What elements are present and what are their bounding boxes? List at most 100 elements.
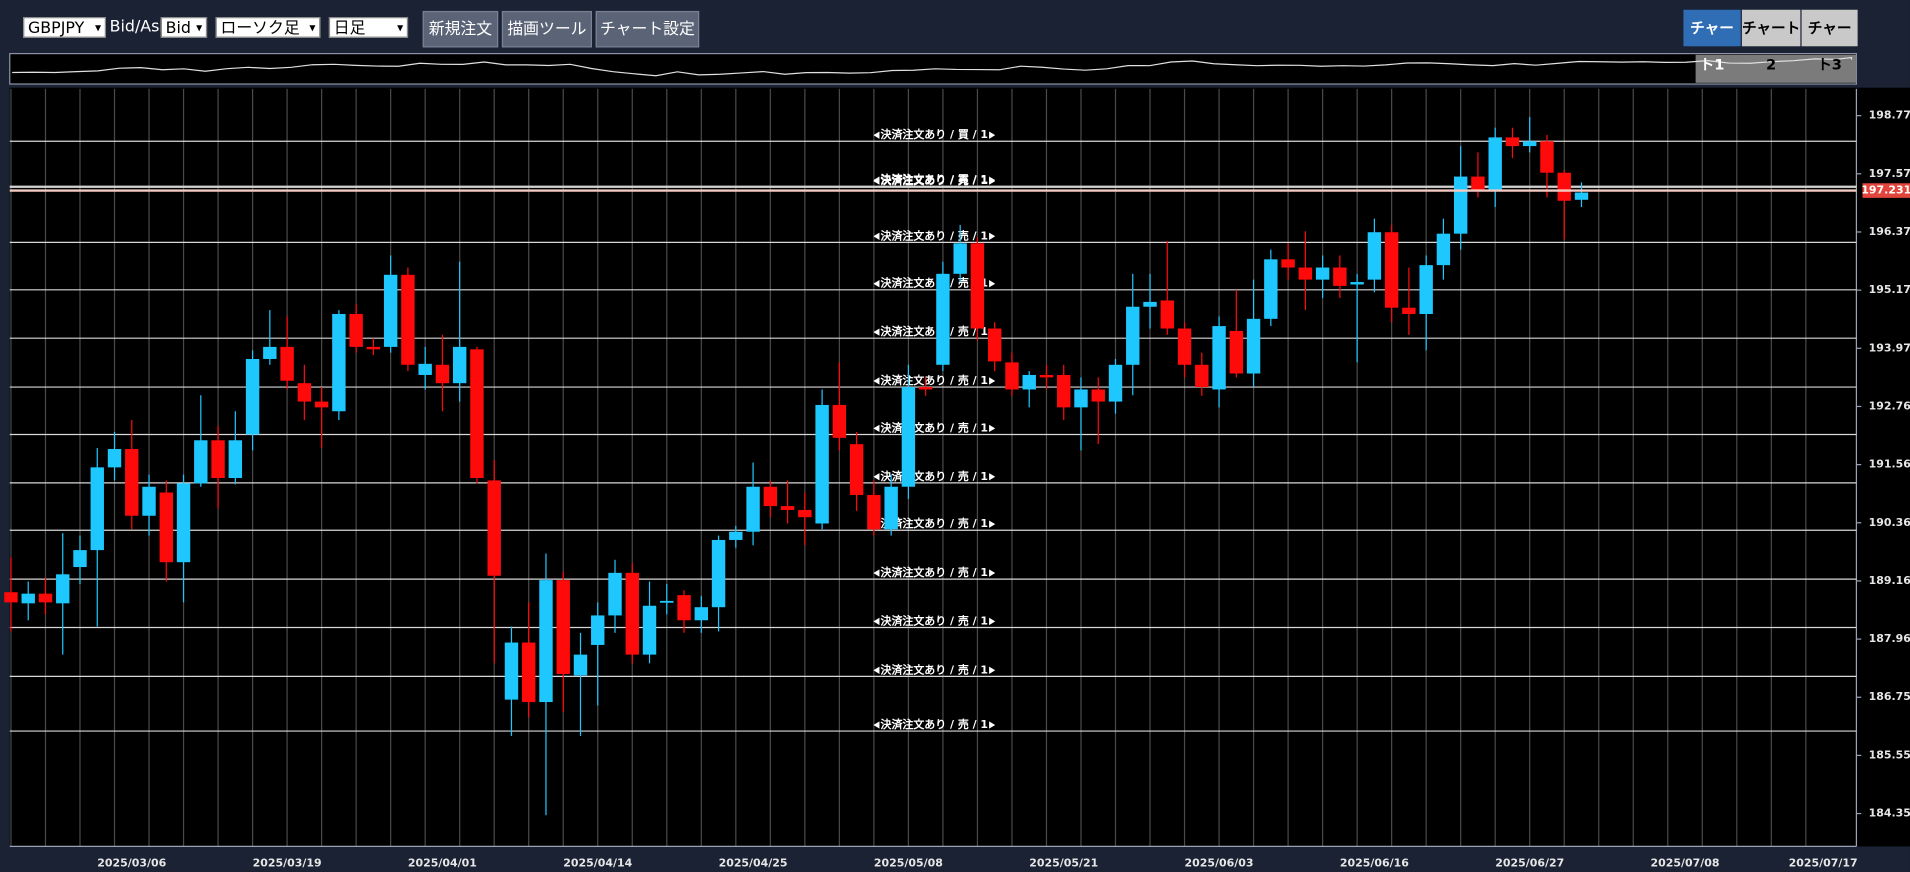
order-label: 決済注文あり / 売 / 1 — [881, 228, 989, 242]
candle-body — [867, 494, 881, 530]
candle-body — [522, 642, 536, 703]
candle-body — [642, 605, 657, 655]
candle-body — [56, 574, 70, 604]
candle-body — [1005, 362, 1019, 390]
candle-body — [1229, 330, 1244, 374]
candle-body — [1246, 318, 1261, 374]
candle-body — [4, 592, 18, 603]
candle-body — [211, 440, 225, 479]
bidask-text: Bid — [165, 19, 191, 38]
candle-body — [1402, 307, 1416, 314]
order-label: 決済注文あり / 売 / 1 — [881, 420, 989, 434]
candle-body — [849, 444, 864, 495]
candle-body — [1523, 141, 1537, 147]
y-tick-label: 197.577 — [1869, 167, 1910, 180]
candle-body — [435, 364, 450, 384]
candle-body — [90, 467, 104, 551]
x-tick-label: 2025/03/06 — [97, 856, 166, 869]
chart-kind-select[interactable]: ローソク足 ▾ — [215, 17, 321, 38]
order-label: 決済注文あり / 売 / 1 — [881, 717, 989, 731]
symbol-select[interactable]: GBPJPY ▾ — [23, 17, 106, 38]
x-tick-label: 2025/03/19 — [253, 856, 322, 869]
x-tick-label: 2025/04/14 — [563, 856, 632, 869]
order-arrow-right — [989, 617, 996, 626]
y-tick-label: 185.557 — [1869, 748, 1910, 761]
candle-body — [1126, 306, 1140, 365]
x-tick-label: 2025/06/16 — [1340, 856, 1409, 869]
y-tick-label: 195.173 — [1869, 283, 1910, 296]
order-arrow-right — [989, 520, 996, 528]
x-tick-label: 2025/06/03 — [1185, 856, 1254, 869]
candle-body — [332, 313, 346, 412]
order-arrow-left — [873, 232, 880, 240]
y-tick-label: 184.355 — [1869, 807, 1910, 820]
candle-body — [539, 580, 553, 703]
candle-body — [798, 509, 812, 518]
candle-body — [1108, 364, 1123, 402]
candle-body — [38, 593, 53, 603]
order-arrow-left — [873, 131, 880, 139]
y-tick-label: 190.365 — [1869, 516, 1910, 529]
chart-tab[interactable]: チャート3 — [1801, 9, 1858, 73]
candle-body — [660, 600, 674, 603]
candle-body — [694, 607, 709, 621]
order-arrow-left — [873, 377, 880, 385]
y-tick-label: 198.779 — [1869, 109, 1910, 122]
candle-body — [176, 483, 191, 563]
candle-body — [884, 486, 898, 530]
order-arrow-left — [873, 666, 880, 674]
candle-body — [366, 346, 381, 350]
navigator-line — [12, 56, 1853, 77]
candle-body — [159, 492, 173, 563]
candle-body — [591, 615, 605, 645]
order-arrow-left — [873, 177, 880, 185]
candle-body — [780, 506, 795, 510]
order-label: 決済注文あり / 売 / 1 — [881, 662, 989, 676]
timeframe-select[interactable]: 日足 ▾ — [328, 17, 409, 38]
candle-body — [729, 531, 743, 540]
candle-body — [125, 448, 139, 516]
y-tick-label: 189.163 — [1869, 574, 1910, 587]
x-tick-label: 2025/05/21 — [1029, 856, 1098, 869]
candle-body — [1143, 301, 1157, 307]
chart-settings-button[interactable]: チャート設定 — [595, 10, 700, 48]
chart-tab[interactable]: チャート2 — [1741, 9, 1801, 73]
candle-body — [1074, 389, 1088, 408]
candle-body — [1281, 259, 1295, 268]
order-arrow-left — [873, 424, 880, 433]
order-label: 決済注文あり / 売 / 1 — [881, 276, 989, 290]
candle-body — [142, 486, 156, 516]
candle-body — [504, 642, 519, 700]
candle-body — [1212, 326, 1226, 390]
timeframe-text: 日足 — [333, 19, 366, 38]
bidask-label: Bid/Ask — [109, 18, 169, 37]
candle-body — [194, 440, 208, 484]
order-arrow-right — [989, 473, 996, 481]
order-arrow-left — [873, 569, 880, 577]
bidask-select[interactable]: Bid ▾ — [160, 17, 208, 38]
candle-body — [1419, 265, 1433, 314]
order-arrow-left — [873, 328, 880, 336]
candle-body — [349, 313, 363, 347]
candle-body — [936, 273, 950, 365]
candle-body — [487, 480, 501, 576]
x-tick-label: 2025/07/08 — [1651, 856, 1720, 869]
new-order-button[interactable]: 新規注文 — [422, 10, 499, 48]
candle-body — [1384, 232, 1399, 308]
order-arrow-left — [873, 721, 880, 729]
candle-body — [763, 486, 778, 507]
candle-body — [401, 274, 415, 365]
x-tick-label: 2025/04/01 — [408, 856, 477, 869]
candle-body — [297, 383, 312, 402]
candle-body — [21, 593, 35, 604]
chart-tab[interactable]: チャート1 — [1683, 9, 1741, 73]
candle-body — [901, 387, 916, 487]
order-arrow-left — [873, 280, 880, 288]
order-label: 決済注文あり / 売 / 1 — [881, 373, 989, 387]
order-arrow-right — [989, 377, 996, 385]
drawing-tool-button[interactable]: 描画ツール — [501, 10, 593, 48]
candle-body — [1091, 389, 1105, 402]
candle-body — [1367, 232, 1382, 280]
candle-body — [556, 580, 570, 674]
